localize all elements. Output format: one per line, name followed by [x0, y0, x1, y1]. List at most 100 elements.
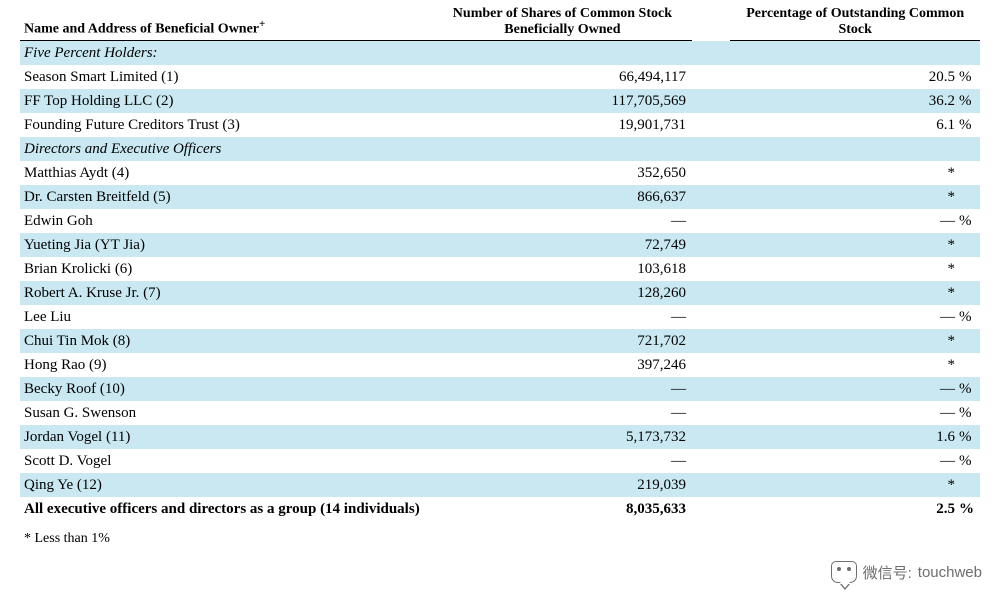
owner-name-cell: Susan G. Swenson [20, 401, 433, 425]
owner-name-cell: Lee Liu [20, 305, 433, 329]
percentage-symbol-cell: % [957, 65, 980, 89]
owner-name-cell: Hong Rao (9) [20, 353, 433, 377]
shares-cell: 721,702 [433, 329, 692, 353]
percentage-cell: 1.6 [730, 425, 957, 449]
percentage-symbol-cell: % [957, 449, 980, 473]
section-header-row: Directors and Executive Officers [20, 137, 980, 161]
shares-cell: 8,035,633 [433, 497, 692, 521]
section-header-row: Five Percent Holders: [20, 41, 980, 65]
shares-cell: 128,260 [433, 281, 692, 305]
percentage-symbol-cell: % [957, 89, 980, 113]
percentage-cell: — [730, 401, 957, 425]
shares-cell: — [433, 209, 692, 233]
percentage-cell: 36.2 [730, 89, 957, 113]
percentage-cell: * [730, 473, 957, 497]
percentage-symbol-cell [957, 329, 980, 353]
percentage-cell: 20.5 [730, 65, 957, 89]
percentage-symbol-cell [957, 473, 980, 497]
percentage-symbol-cell [957, 257, 980, 281]
section-header-label: Five Percent Holders: [20, 41, 980, 65]
owner-name-cell: Jordan Vogel (11) [20, 425, 433, 449]
owner-name-cell: Becky Roof (10) [20, 377, 433, 401]
percentage-symbol-cell: % [957, 497, 980, 521]
owner-name-cell: Qing Ye (12) [20, 473, 433, 497]
percentage-cell: * [730, 281, 957, 305]
percentage-cell: * [730, 185, 957, 209]
owner-name-cell: Chui Tin Mok (8) [20, 329, 433, 353]
owner-name-cell: Matthias Aydt (4) [20, 161, 433, 185]
table-header-row: Name and Address of Beneficial Owner+ Nu… [20, 4, 980, 41]
table-row: All executive officers and directors as … [20, 497, 980, 521]
table-row: Jordan Vogel (11)5,173,732 1.6% [20, 425, 980, 449]
percentage-symbol-cell: % [957, 377, 980, 401]
owner-name-cell: Edwin Goh [20, 209, 433, 233]
percentage-symbol-cell [957, 233, 980, 257]
table-row: Becky Roof (10)——% [20, 377, 980, 401]
percentage-symbol-cell [957, 185, 980, 209]
shares-cell: 117,705,569 [433, 89, 692, 113]
wechat-icon [831, 561, 857, 583]
column-header-name: Name and Address of Beneficial Owner+ [20, 4, 433, 41]
shares-cell: 103,618 [433, 257, 692, 281]
table-row: Yueting Jia (YT Jia)72,749 * [20, 233, 980, 257]
percentage-symbol-cell [957, 161, 980, 185]
owner-name-cell: FF Top Holding LLC (2) [20, 89, 433, 113]
table-row: Lee Liu——% [20, 305, 980, 329]
table-row: Susan G. Swenson——% [20, 401, 980, 425]
percentage-symbol-cell: % [957, 305, 980, 329]
shares-cell: — [433, 305, 692, 329]
wechat-watermark: 微信号: touchweb [831, 561, 982, 583]
table-row: Robert A. Kruse Jr. (7)128,260 * [20, 281, 980, 305]
percentage-symbol-cell: % [957, 425, 980, 449]
owner-name-cell: Dr. Carsten Breitfeld (5) [20, 185, 433, 209]
column-header-percentage: Percentage of Outstanding Common Stock [730, 4, 980, 41]
footnote-less-than-one-pct: * Less than 1% [20, 521, 980, 547]
shares-cell: 5,173,732 [433, 425, 692, 449]
percentage-cell: * [730, 233, 957, 257]
owner-name-cell: Yueting Jia (YT Jia) [20, 233, 433, 257]
shares-cell: 72,749 [433, 233, 692, 257]
table-row: Qing Ye (12)219,039* [20, 473, 980, 497]
column-header-shares: Number of Shares of Common Stock Benefic… [433, 4, 692, 41]
table-row: Season Smart Limited (1)66,494,117 20.5% [20, 65, 980, 89]
owner-name-cell: Scott D. Vogel [20, 449, 433, 473]
percentage-cell: * [730, 257, 957, 281]
percentage-cell: 6.1 [730, 113, 957, 137]
shares-cell: — [433, 401, 692, 425]
owner-name-cell: Brian Krolicki (6) [20, 257, 433, 281]
table-row: Founding Future Creditors Trust (3)19,90… [20, 113, 980, 137]
owner-name-cell: Robert A. Kruse Jr. (7) [20, 281, 433, 305]
owner-name-cell: Season Smart Limited (1) [20, 65, 433, 89]
percentage-symbol-cell: % [957, 401, 980, 425]
percentage-symbol-cell [957, 281, 980, 305]
table-row: Brian Krolicki (6)103,618 * [20, 257, 980, 281]
percentage-symbol-cell: % [957, 209, 980, 233]
percentage-cell: — [730, 377, 957, 401]
ownership-table: Name and Address of Beneficial Owner+ Nu… [20, 4, 980, 521]
percentage-cell: 2.5 [730, 497, 957, 521]
section-header-label: Directors and Executive Officers [20, 137, 980, 161]
table-row: Edwin Goh——% [20, 209, 980, 233]
table-row: FF Top Holding LLC (2)117,705,569 36.2% [20, 89, 980, 113]
shares-cell: 19,901,731 [433, 113, 692, 137]
table-row: Hong Rao (9)397,246 * [20, 353, 980, 377]
table-row: Scott D. Vogel——% [20, 449, 980, 473]
shares-cell: 866,637 [433, 185, 692, 209]
owner-name-cell: All executive officers and directors as … [20, 497, 433, 521]
shares-cell: 66,494,117 [433, 65, 692, 89]
percentage-cell: * [730, 329, 957, 353]
shares-cell: — [433, 377, 692, 401]
table-row: Chui Tin Mok (8)721,702 * [20, 329, 980, 353]
percentage-symbol-cell [957, 353, 980, 377]
shares-cell: 352,650 [433, 161, 692, 185]
percentage-cell: — [730, 209, 957, 233]
percentage-cell: * [730, 353, 957, 377]
percentage-cell: * [730, 161, 957, 185]
owner-name-cell: Founding Future Creditors Trust (3) [20, 113, 433, 137]
table-row: Dr. Carsten Breitfeld (5)866,637 * [20, 185, 980, 209]
percentage-cell: — [730, 305, 957, 329]
shares-cell: — [433, 449, 692, 473]
shares-cell: 397,246 [433, 353, 692, 377]
table-row: Matthias Aydt (4)352,650 * [20, 161, 980, 185]
percentage-cell: — [730, 449, 957, 473]
